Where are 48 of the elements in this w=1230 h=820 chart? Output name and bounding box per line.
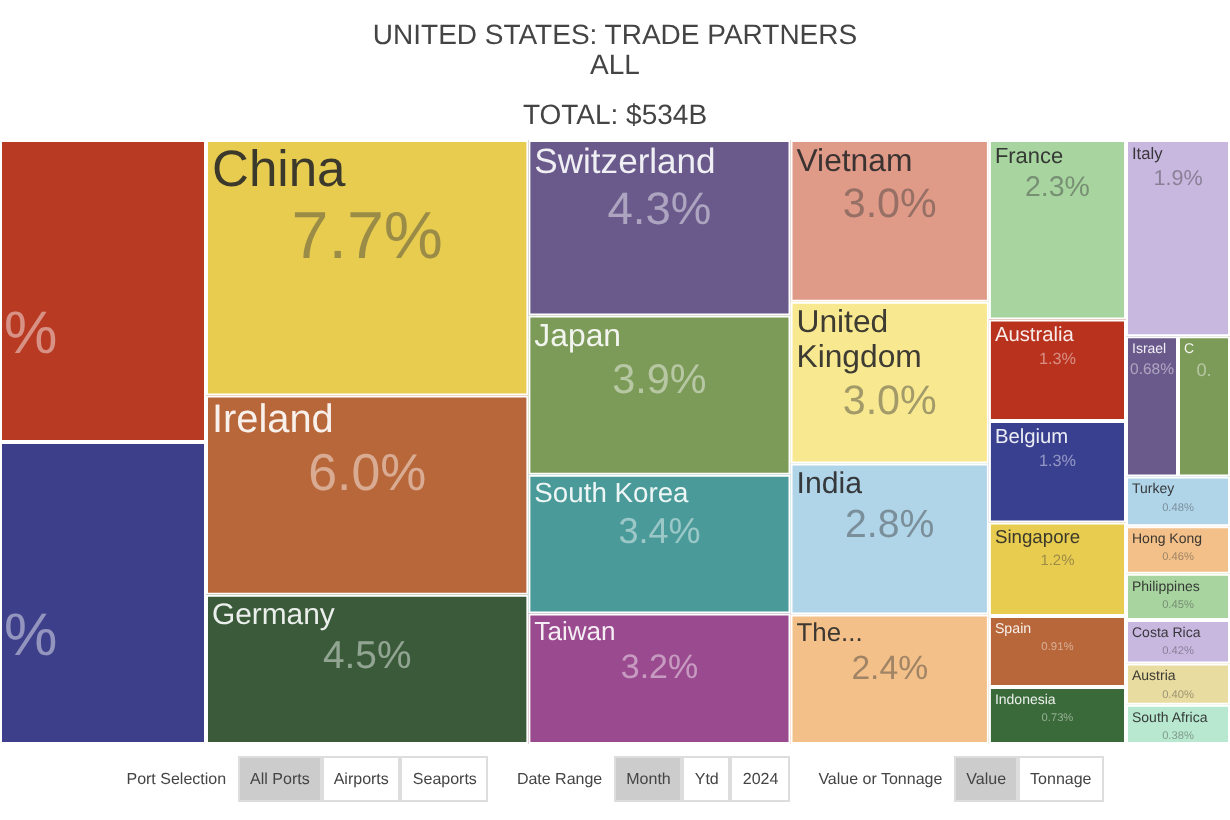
category-label: Taiwan	[534, 615, 616, 646]
data-label: 4.5%	[322, 633, 412, 678]
data-label: 7.7%	[291, 199, 443, 274]
category-label: France	[994, 145, 1064, 169]
data-label: 3.2%	[620, 648, 699, 687]
text: Seaports	[400, 756, 489, 802]
category-label: Switzerland	[534, 141, 716, 182]
data-label: 2.8%	[845, 503, 935, 548]
category-label: Ireland	[212, 398, 334, 443]
category-label: Germany	[212, 597, 336, 632]
text: Value or Tonnage	[818, 770, 943, 788]
data-label: 1.3%	[1038, 451, 1076, 470]
text: TOTAL: $534B	[520, 98, 710, 130]
category-label: Singapore	[994, 526, 1081, 547]
data-label: 4.3%	[607, 181, 712, 234]
category-label: China	[212, 141, 348, 198]
category-label: The...	[796, 616, 863, 647]
category-label: South Korea	[534, 476, 690, 509]
text: UNITED STATES: TRADE PARTNERS	[370, 18, 860, 50]
data-label: %	[4, 300, 58, 367]
data-label: 3.0%	[842, 180, 937, 227]
data-label: 3.4%	[618, 511, 701, 552]
category-label: United Kingdom	[796, 306, 922, 376]
text: Ytd	[682, 756, 731, 802]
text: Date Range	[516, 770, 603, 788]
category-label: Japan	[534, 320, 622, 355]
text: 2024	[730, 756, 791, 802]
data-label: 3.0%	[842, 377, 937, 424]
text: Port Selection	[126, 770, 227, 788]
text: Value	[954, 756, 1019, 802]
data-label: 1.3%	[1038, 350, 1076, 369]
data-label: 6.0%	[308, 445, 427, 502]
text: Tonnage	[1018, 756, 1104, 802]
data-label: 0.	[1196, 359, 1212, 380]
category-label: India	[796, 467, 864, 502]
data-label: 2.3%	[1024, 172, 1091, 205]
data-label: 3.9%	[612, 356, 707, 403]
text: All Ports	[238, 756, 322, 802]
category-label: Italy	[1132, 142, 1165, 163]
text: Month	[614, 756, 683, 802]
text: Airports	[321, 756, 401, 802]
category-label: Australia	[994, 325, 1075, 348]
category-label: Belgium	[994, 426, 1069, 449]
data-label: %	[4, 602, 58, 669]
data-label: 2.4%	[851, 649, 929, 688]
category-label: Vietnam	[796, 144, 913, 179]
text: ALL	[588, 48, 642, 80]
data-label: 1.9%	[1153, 167, 1204, 192]
